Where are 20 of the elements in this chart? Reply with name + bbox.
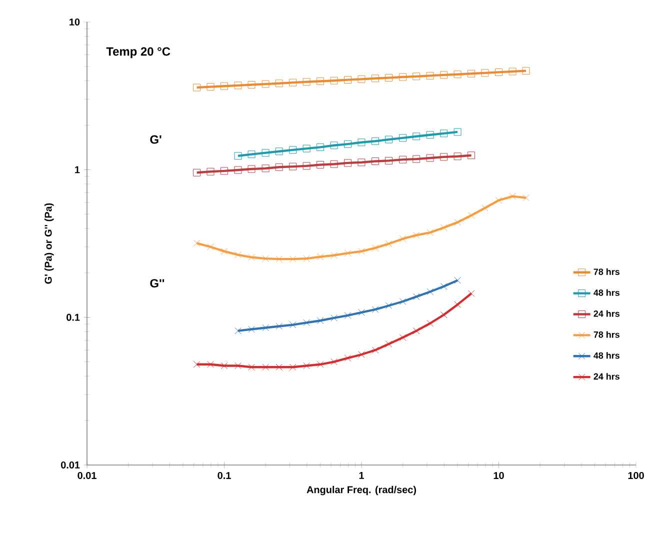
x-tick-label: 100 [628,472,644,480]
annotation: G' [150,135,162,144]
annotation: G'' [150,279,164,288]
y-tick-label: 0.01 [61,461,80,469]
y-tick-label: 1 [75,166,80,174]
y-axis-title: G' (Pa) or G'' (Pa) [44,203,54,284]
y-tick-label: 10 [70,18,80,26]
x-axis-title: Angular Freq. (rad/sec) [306,486,416,496]
legend-label: 78 hrs [594,268,620,275]
x-tick-label: 0.01 [78,472,96,480]
legend-label: 48 hrs [594,289,620,296]
legend-label: 24 hrs [594,373,620,380]
legend-label: 48 hrs [594,352,620,359]
x-tick-label: 0.1 [218,472,231,480]
y-tick-label: 0.1 [66,314,80,321]
x-tick-label: 10 [494,472,504,480]
x-tick-label: 1 [359,472,364,479]
annotation: Temp 20 °C [106,47,170,58]
legend-label: 24 hrs [594,310,620,317]
legend-label: 78 hrs [594,331,620,338]
